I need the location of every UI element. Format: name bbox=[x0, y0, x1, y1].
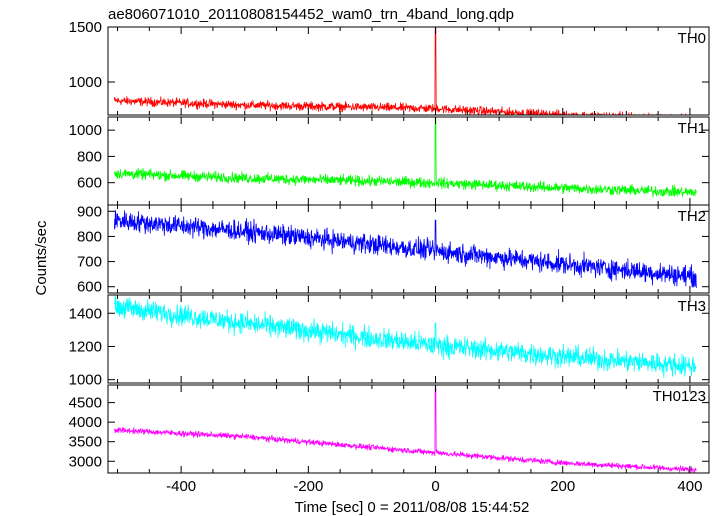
series-line-th3 bbox=[114, 295, 697, 378]
x-tick-label: 0 bbox=[431, 478, 439, 495]
y-tick-label: 1000 bbox=[69, 122, 102, 139]
y-tick-label: 4500 bbox=[69, 395, 102, 412]
panel-th0123: TH0123 3000 3500 4000 4500 bbox=[69, 384, 710, 474]
panels: TH010001500TH16008001000TH2600700800900T… bbox=[69, 19, 710, 474]
y-tick-label: 800 bbox=[77, 228, 102, 245]
series-line-th2 bbox=[114, 210, 697, 289]
y-tick-label: 600 bbox=[77, 175, 102, 192]
chart-title: ae806071010_20110808154452_wam0_trn_4ban… bbox=[108, 6, 514, 23]
x-axis-label: Time [sec] 0 = 2011/08/08 15:44:52 bbox=[295, 499, 530, 516]
series-line-th0 bbox=[114, 27, 692, 115]
x-tick-label: 400 bbox=[677, 478, 702, 495]
y-tick-label: 1500 bbox=[69, 19, 102, 36]
y-tick-label: 1200 bbox=[69, 338, 102, 355]
panel-th3: TH3 1000 1200 1400 bbox=[69, 294, 710, 389]
panel-label: TH2 bbox=[678, 208, 706, 225]
panel-th0: TH0 1000 1500 bbox=[69, 19, 710, 116]
panel-frame bbox=[107, 26, 710, 116]
y-tick-label: 1400 bbox=[69, 305, 102, 322]
panel-label: TH3 bbox=[678, 298, 706, 315]
y-tick-label: 3500 bbox=[69, 434, 102, 451]
panel-label: TH0 bbox=[678, 30, 706, 47]
y-tick-label: 700 bbox=[77, 254, 102, 271]
panel-frame bbox=[107, 384, 710, 474]
y-tick-label: 4000 bbox=[69, 414, 102, 431]
series-line-th0123 bbox=[114, 386, 697, 473]
panel-frame bbox=[107, 294, 710, 384]
series-line-th1 bbox=[114, 117, 697, 198]
y-tick-label: 600 bbox=[77, 279, 102, 296]
y-axis-label: Counts/sec bbox=[33, 220, 50, 296]
panel-label: TH1 bbox=[678, 120, 706, 137]
panel-th1: TH1 600 800 1000 bbox=[69, 116, 710, 206]
x-tick-label: -200 bbox=[293, 478, 323, 495]
panel-frame bbox=[107, 204, 710, 294]
x-tick-label: -400 bbox=[166, 478, 196, 495]
panel-label: TH0123 bbox=[653, 388, 706, 405]
x-tick-labels: -400 -200 0 200 400 bbox=[166, 478, 702, 495]
x-tick-label: 200 bbox=[550, 478, 575, 495]
y-tick-label: 3000 bbox=[69, 453, 102, 470]
y-tick-label: 1000 bbox=[69, 74, 102, 91]
panel-frame bbox=[107, 116, 710, 206]
y-tick-label: 900 bbox=[77, 203, 102, 220]
y-tick-label: 800 bbox=[77, 148, 102, 165]
y-tick-label: 1000 bbox=[69, 372, 102, 389]
panel-th2: TH2 600 700 800 900 bbox=[77, 203, 710, 296]
